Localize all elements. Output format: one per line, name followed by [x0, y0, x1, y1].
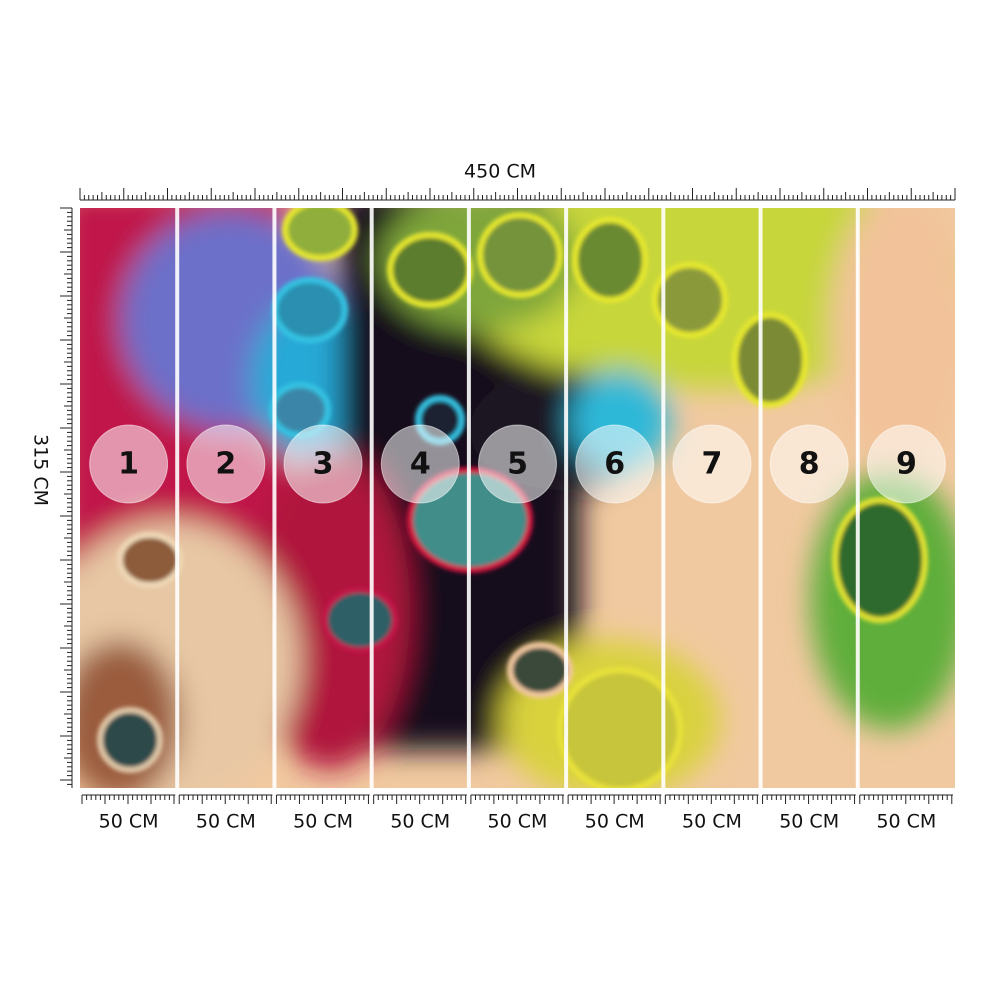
- panel-width-label: 50 CM: [293, 811, 353, 833]
- panel-number: 9: [896, 447, 917, 482]
- panels: 1 50 CM 2 50 CM 3 50 CM 4 50 CM 5 50 CM 6 50 CM 7 50 …: [89, 424, 946, 833]
- panel-number-badge: [672, 424, 752, 504]
- panel-seam: [855, 208, 860, 788]
- panel-number-badge: [186, 424, 266, 504]
- panel-number-badge: [575, 424, 655, 504]
- panel-width-label: 50 CM: [99, 811, 159, 833]
- panel-number: 1: [118, 447, 139, 482]
- panel-number: 8: [799, 447, 820, 482]
- panel-number-badge: [769, 424, 849, 504]
- panel-width-label: 50 CM: [585, 811, 645, 833]
- height-label: 315 CM: [30, 434, 52, 506]
- panel-seam: [466, 208, 471, 788]
- panel-number-badge: [283, 424, 363, 504]
- panel-seam: [564, 208, 569, 788]
- width-label: 450 CM: [464, 161, 536, 183]
- panel-seam: [758, 208, 763, 788]
- panel-number: 7: [702, 447, 723, 482]
- panel-number: 2: [215, 447, 236, 482]
- panel-width-label: 50 CM: [390, 811, 450, 833]
- panel-number: 3: [313, 447, 334, 482]
- panel-width-label: 50 CM: [488, 811, 548, 833]
- panel-width-label: 50 CM: [779, 811, 839, 833]
- panel-number-badge: [89, 424, 169, 504]
- panel-seams: [175, 208, 860, 788]
- panel-seam: [369, 208, 374, 788]
- panel-seam: [175, 208, 180, 788]
- panel-number: 4: [410, 447, 431, 482]
- panel-seam: [272, 208, 277, 788]
- panel-number-badge: [380, 424, 460, 504]
- panel-number-badge: [866, 424, 946, 504]
- panel-width-label: 50 CM: [876, 811, 936, 833]
- panel-number-badge: [478, 424, 557, 504]
- panel-seam: [661, 208, 666, 788]
- panel-number: 5: [507, 447, 528, 482]
- panel-width-label: 50 CM: [682, 811, 742, 833]
- rulers: [60, 188, 956, 804]
- panel-width-label: 50 CM: [196, 811, 256, 833]
- panel-number: 6: [604, 447, 625, 482]
